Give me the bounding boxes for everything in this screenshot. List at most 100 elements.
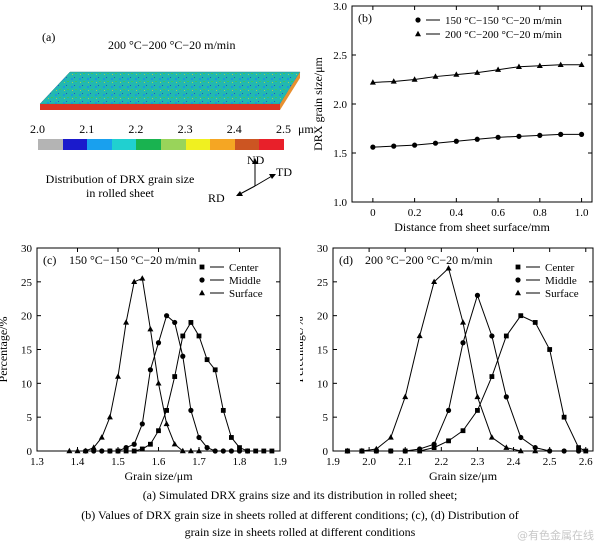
chart-c: 1.3 1.4 1.5 1.6 1.7 1.8 1.9 0 5 10 15 20 25 30 Grain s…	[0, 243, 287, 483]
data-point-circle	[99, 448, 105, 454]
data-point-square	[131, 448, 137, 454]
data-point-triangle	[536, 62, 543, 68]
data-point-triangle	[139, 275, 146, 281]
data-point-triangle	[98, 434, 105, 440]
y-tick-label: 15	[21, 345, 33, 357]
data-point-circle	[489, 333, 495, 339]
data-point-triangle	[515, 63, 522, 69]
data-point-triangle	[387, 434, 394, 440]
data-point-circle	[547, 448, 553, 454]
legend-entry: Middle	[229, 275, 261, 287]
td-label: TD	[276, 165, 292, 179]
data-point-triangle	[369, 79, 376, 85]
x-axis-label: Grain size/μm	[124, 469, 193, 483]
y-tick-label: 15	[317, 345, 329, 357]
description-line-2: in rolled sheet	[86, 186, 154, 200]
data-point-square	[518, 313, 524, 319]
data-point-circle	[115, 448, 121, 454]
colorbar-swatch-7	[210, 139, 235, 150]
data-point-triangle	[460, 319, 466, 325]
y-axis-label: DRX grain size/μm	[311, 56, 325, 150]
colorbar-swatch-6	[185, 139, 211, 150]
data-point-square	[561, 414, 567, 420]
panel-a-title: 200 °C−200 °C−20 m/min	[108, 38, 236, 52]
data-point-triangle	[187, 447, 194, 454]
data-point-square	[164, 408, 169, 413]
data-point-circle	[107, 448, 113, 454]
data-point-circle	[516, 133, 522, 139]
data-point-triangle	[115, 373, 121, 379]
data-point-circle	[503, 394, 509, 400]
data-point-square	[212, 367, 218, 373]
legend-entry: Surface	[229, 288, 263, 300]
data-point-triangle	[432, 73, 439, 79]
data-point-triangle	[495, 66, 502, 72]
legend-entry: Center	[229, 262, 259, 274]
data-point-circle	[417, 446, 423, 452]
panel-label: (d)	[339, 253, 353, 267]
x-tick-label: 2.2	[434, 456, 448, 468]
colorbar-tick-label: 2.0	[30, 122, 45, 136]
legend-entry: Surface	[545, 288, 579, 300]
data-point-triangle	[90, 444, 97, 450]
legend-marker-triangle	[415, 30, 421, 37]
y-tick-label: 2.5	[333, 50, 347, 62]
panel-a-label: (a)	[42, 30, 56, 44]
y-axis-label: Percentage/%	[0, 317, 10, 383]
data-point-square	[475, 408, 480, 413]
y-tick-label: 5	[27, 412, 33, 424]
colorbar-swatch-9	[259, 139, 284, 150]
x-tick-label: 0.8	[533, 207, 547, 219]
data-point-circle	[220, 448, 226, 454]
colorbar-tick-label: 2.5	[276, 122, 291, 136]
data-point-triangle	[474, 393, 481, 400]
data-point-square	[172, 374, 178, 379]
data-point-circle	[412, 142, 418, 148]
data-point-triangle	[474, 69, 481, 75]
series-line-square	[347, 315, 586, 452]
x-tick-label: 1.3	[30, 456, 44, 468]
data-point-circle	[474, 292, 481, 298]
data-point-circle	[123, 445, 129, 451]
data-point-square	[123, 448, 129, 454]
data-point-circle	[537, 132, 543, 138]
y-tick-label: 20	[317, 311, 329, 323]
data-point-triangle	[390, 78, 397, 84]
data-point-circle	[131, 441, 137, 447]
y-tick-label: 1.5	[333, 148, 347, 160]
data-point-square	[261, 448, 267, 454]
series-line-triangle	[69, 277, 199, 452]
data-point-square	[576, 445, 581, 451]
data-point-triangle	[453, 71, 460, 77]
data-point-square	[253, 448, 259, 454]
x-tick-label: 2.1	[398, 456, 412, 468]
data-point-triangle	[82, 447, 89, 454]
series-line-triangle	[347, 267, 536, 452]
data-point-triangle	[402, 393, 409, 400]
data-point-circle	[228, 448, 234, 454]
data-point-square	[188, 320, 194, 325]
data-point-square	[139, 446, 145, 452]
x-tick-label: 0	[370, 207, 376, 219]
x-tick-label: 1.8	[233, 456, 247, 468]
data-point-circle	[558, 131, 564, 137]
data-point-square	[583, 448, 589, 454]
data-point-square	[503, 333, 509, 339]
data-point-square	[446, 438, 451, 444]
legend-marker-circle	[515, 277, 521, 283]
data-point-square	[532, 320, 538, 325]
x-axis-label: Grain size/μm	[429, 469, 498, 483]
caption-line-2: (b) Values of DRX grain size in sheets r…	[81, 508, 519, 522]
y-tick-label: 3.0	[333, 1, 347, 13]
chart-b: 0 0.2 0.4 0.6 0.8 1.0 1.0 1.5 2.0 2.5 3.0 Distance …	[311, 1, 593, 234]
data-point-circle	[518, 434, 524, 441]
data-point-triangle	[74, 447, 81, 454]
legend-marker-square	[199, 264, 205, 270]
data-point-circle	[236, 448, 243, 454]
y-tick-label: 25	[21, 277, 33, 289]
data-point-triangle	[123, 319, 130, 325]
data-point-square	[196, 333, 202, 339]
data-point-square	[237, 445, 242, 451]
data-point-triangle	[163, 420, 170, 427]
data-point-circle	[196, 434, 202, 441]
